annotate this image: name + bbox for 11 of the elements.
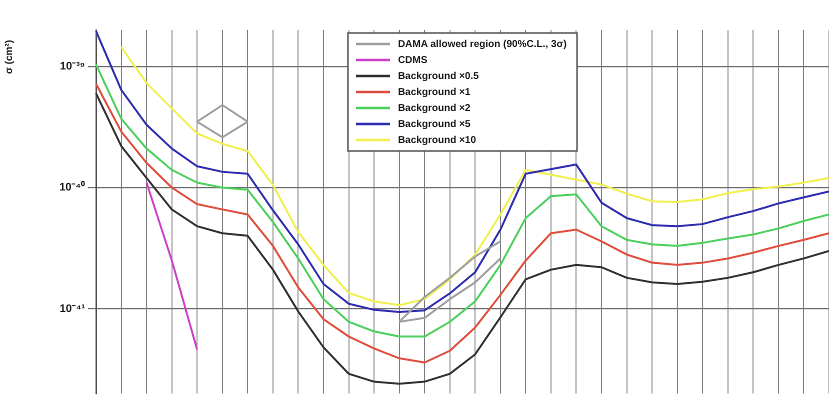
legend-label: Background ×1 <box>398 86 471 98</box>
legend-label: Background ×2 <box>398 102 471 114</box>
legend-label: DAMA allowed region (90%C.L., 3σ) <box>398 38 567 50</box>
y-axis-title: σ (cm²) <box>4 40 15 74</box>
y-tick-label: 10⁻⁴¹ <box>60 302 86 315</box>
y-tick-label: 10⁻³⁹ <box>60 60 85 72</box>
legend-label: Background ×10 <box>398 134 476 146</box>
legend-label: CDMS <box>398 54 428 66</box>
legend-label: Background ×5 <box>398 118 471 130</box>
y-tick-label: 10⁻⁴⁰ <box>59 180 85 194</box>
legend-label: Background ×0.5 <box>398 70 480 82</box>
